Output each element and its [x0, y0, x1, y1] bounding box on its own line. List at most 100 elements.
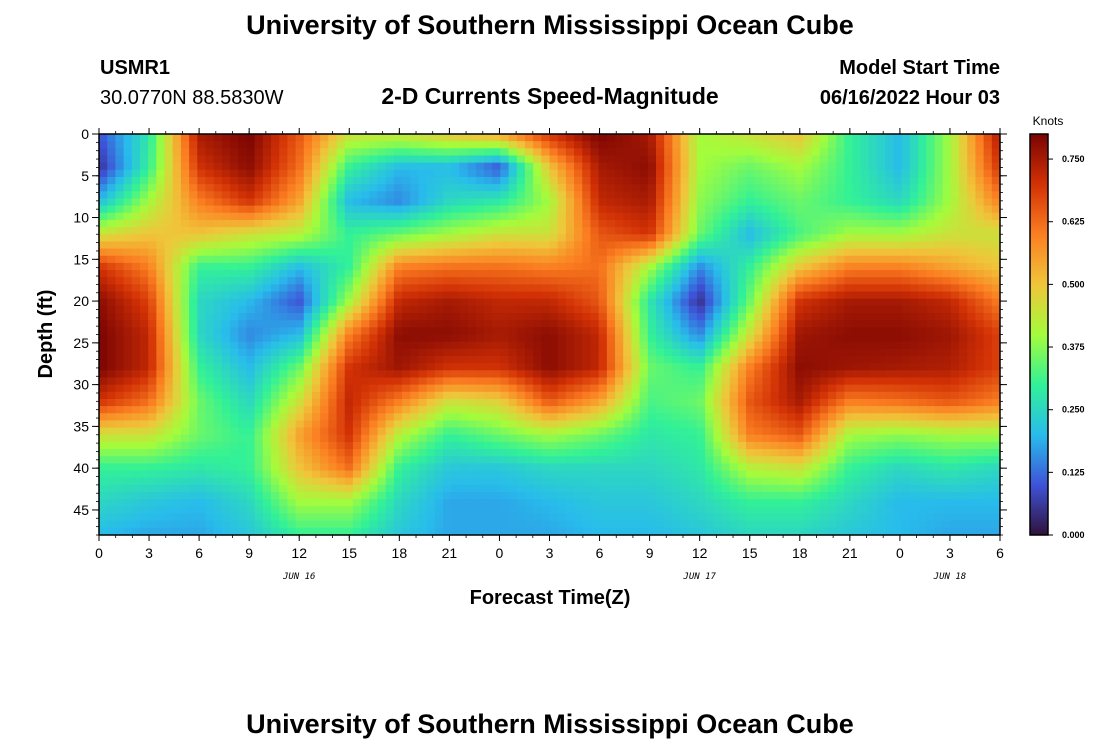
heatmap-cell — [860, 334, 870, 343]
heatmap-cell — [344, 191, 354, 200]
heatmap-cell — [377, 298, 387, 307]
heatmap-cell — [524, 241, 534, 250]
heatmap-cell — [262, 341, 272, 350]
heatmap-cell — [344, 313, 354, 321]
heatmap-cell — [754, 134, 764, 142]
page-title: University of Southern Mississippi Ocean… — [246, 10, 854, 40]
heatmap-cell — [148, 413, 157, 422]
heatmap-cell — [754, 248, 764, 257]
heatmap-cell — [696, 248, 706, 257]
heatmap-cell — [205, 155, 215, 164]
heatmap-cell — [983, 298, 993, 307]
heatmap-cell — [189, 427, 198, 436]
heatmap-cell — [287, 334, 297, 343]
heatmap-cell — [541, 270, 551, 278]
heatmap-cell — [836, 441, 845, 450]
heatmap-cell — [139, 377, 149, 386]
heatmap-cell — [164, 305, 174, 314]
heatmap-cell — [590, 334, 600, 343]
heatmap-cell — [139, 134, 149, 142]
heatmap-cell — [328, 441, 338, 450]
heatmap-cell — [795, 270, 805, 278]
heatmap-cell — [942, 320, 952, 328]
heatmap-cell — [647, 219, 657, 228]
heatmap-cell — [615, 291, 624, 300]
heatmap-cell — [434, 148, 444, 157]
heatmap-cell — [246, 327, 256, 336]
heatmap-cell — [221, 248, 231, 257]
heatmap-cell — [271, 277, 280, 285]
heatmap-cell — [696, 334, 706, 343]
heatmap-cell — [623, 427, 633, 436]
heatmap-cell — [770, 406, 780, 414]
heatmap-cell — [131, 420, 141, 429]
heatmap-cell — [860, 270, 870, 278]
heatmap-cell — [950, 262, 960, 271]
heatmap-cell — [991, 420, 1000, 429]
heatmap-cell — [893, 241, 903, 250]
heatmap-cell — [557, 134, 567, 142]
heatmap-cell — [909, 398, 919, 407]
heatmap-cell — [713, 441, 723, 450]
heatmap-cell — [189, 169, 198, 178]
heatmap-cell — [410, 176, 420, 185]
heatmap-cell — [770, 191, 780, 200]
heatmap-cell — [410, 262, 420, 271]
heatmap-cell — [746, 434, 755, 443]
heatmap-cell — [246, 255, 256, 264]
heatmap-cell — [328, 327, 338, 336]
heatmap-cell — [959, 391, 968, 400]
heatmap-cell — [385, 191, 395, 200]
heatmap-cell — [483, 434, 493, 443]
heatmap-cell — [737, 398, 747, 407]
heatmap-cell — [254, 334, 264, 343]
heatmap-cell — [221, 320, 231, 328]
heatmap-cell — [295, 241, 305, 250]
heatmap-cell — [492, 162, 501, 171]
heatmap-cell — [696, 377, 706, 386]
heatmap-cell — [295, 205, 305, 214]
heatmap-cell — [827, 234, 837, 243]
heatmap-cell — [647, 341, 657, 350]
heatmap-cell — [647, 420, 657, 429]
heatmap-cell — [819, 234, 829, 243]
heatmap-cell — [475, 305, 485, 314]
heatmap-cell — [737, 227, 747, 235]
heatmap-cell — [877, 377, 886, 386]
heatmap-cell — [131, 184, 141, 192]
heatmap-cell — [664, 205, 673, 214]
heatmap-cell — [934, 320, 944, 328]
heatmap-cell — [246, 456, 256, 464]
heatmap-cell — [574, 291, 583, 300]
heatmap-cell — [287, 277, 297, 285]
heatmap-cell — [344, 441, 354, 450]
heatmap-cell — [451, 313, 460, 321]
heatmap-cell — [664, 320, 673, 328]
heatmap-cell — [647, 205, 657, 214]
heatmap-cell — [942, 305, 952, 314]
heatmap-cell — [262, 291, 272, 300]
heatmap-cell — [819, 141, 829, 149]
heatmap-cell — [123, 205, 133, 214]
heatmap-cell — [623, 334, 633, 343]
heatmap-cell — [795, 355, 805, 364]
heatmap-cell — [598, 413, 608, 422]
heatmap-cell — [516, 227, 526, 235]
heatmap-cell — [238, 219, 248, 228]
heatmap-cell — [361, 134, 370, 142]
heatmap-cell — [844, 313, 854, 321]
heatmap-cell — [508, 313, 518, 321]
heatmap-cell — [606, 298, 616, 307]
heatmap-cell — [500, 184, 510, 192]
heatmap-cell — [287, 262, 297, 271]
heatmap-cell — [533, 334, 542, 343]
heatmap-cell — [705, 334, 714, 343]
heatmap-cell — [934, 205, 944, 214]
heatmap-cell — [385, 255, 395, 264]
heatmap-cell — [934, 191, 944, 200]
heatmap-cell — [557, 169, 567, 178]
heatmap-cell — [565, 391, 575, 400]
heatmap-cell — [541, 298, 551, 307]
heatmap-cell — [811, 155, 821, 164]
heatmap-cell — [524, 248, 534, 257]
